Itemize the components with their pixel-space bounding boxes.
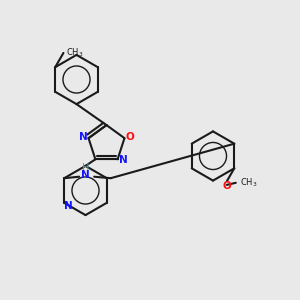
Text: N: N xyxy=(81,169,90,180)
Text: N: N xyxy=(64,201,73,211)
Text: H: H xyxy=(82,163,89,173)
Text: O: O xyxy=(125,132,134,142)
Text: CH$_3$: CH$_3$ xyxy=(66,47,83,59)
Text: CH$_3$: CH$_3$ xyxy=(240,176,257,189)
Text: N: N xyxy=(118,155,127,165)
Text: N: N xyxy=(79,132,88,142)
Text: O: O xyxy=(222,181,231,191)
